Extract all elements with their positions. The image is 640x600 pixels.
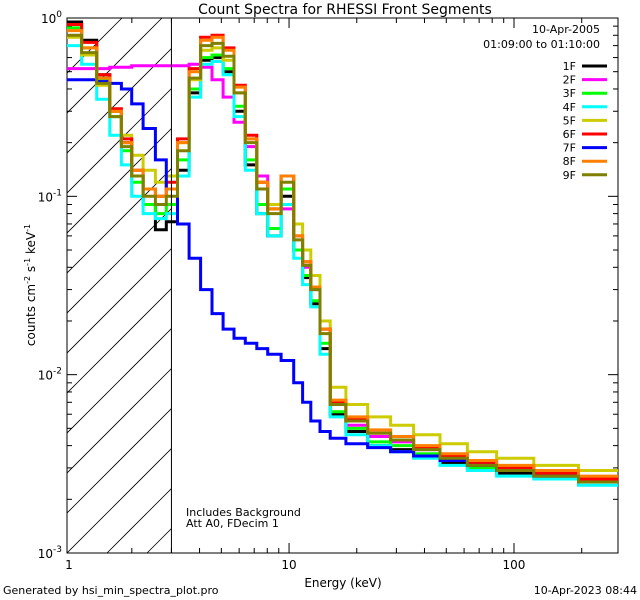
legend-label: 2F <box>563 74 576 87</box>
legend-label: 3F <box>563 87 576 100</box>
y-axis-title: counts cm-2 s-1 keV-1 <box>23 224 38 346</box>
legend-label: 9F <box>563 169 576 182</box>
y-tick-exponent: -1 <box>53 188 62 198</box>
x-tick-label: 1 <box>65 558 73 572</box>
series-group <box>67 20 618 487</box>
y-axis-title-exp3: -1 <box>23 224 32 232</box>
series-line-4f <box>67 44 618 487</box>
series-line-9f <box>67 33 618 484</box>
axis-ticks <box>67 17 618 554</box>
time-range-label: 01:09:00 to 01:10:00 <box>483 38 600 51</box>
y-axis-title-exp1: -2 <box>23 276 32 284</box>
legend-label: 8F <box>563 155 576 168</box>
series-line-7f <box>67 78 618 484</box>
y-tick-label: 10-3 <box>38 545 62 561</box>
legend-label: 1F <box>563 60 576 73</box>
x-axis-title: Energy (keV) <box>304 576 381 590</box>
date-label: 10-Apr-2005 <box>532 23 600 36</box>
x-tick-label: 10 <box>281 558 296 572</box>
hatch-line <box>67 18 203 154</box>
footer-timestamp: 10-Apr-2023 08:44 <box>534 584 637 597</box>
y-tick-base: 10 <box>38 369 53 383</box>
legend-label: 4F <box>563 101 576 114</box>
chart-title: Count Spectra for RHESSI Front Segments <box>198 2 492 18</box>
y-axis-title-mid: s <box>24 266 38 276</box>
hatch-line <box>67 18 163 114</box>
annotation-background: Includes Background <box>186 506 301 519</box>
y-tick-exponent: -2 <box>53 367 62 377</box>
footer-generated-by: Generated by hsi_min_spectra_plot.pro <box>3 584 219 597</box>
y-tick-exponent: 0 <box>56 10 62 20</box>
series-line-8f <box>67 29 618 478</box>
annotation-attenuator: Att A0, FDecim 1 <box>186 517 279 530</box>
legend-label: 6F <box>563 128 576 141</box>
y-tick-exponent: -3 <box>53 545 62 555</box>
y-axis-title-exp2: -1 <box>23 258 32 266</box>
hatch-line <box>67 18 243 194</box>
y-axis-title-end: keV <box>24 231 38 258</box>
y-tick-base: 10 <box>41 12 56 26</box>
y-tick-base: 10 <box>38 547 53 561</box>
series-line-3f <box>67 26 618 484</box>
y-tick-label: 10-2 <box>38 367 62 383</box>
plot-frame <box>66 17 619 554</box>
y-tick-label: 10-1 <box>38 188 62 204</box>
hatched-region <box>67 18 618 553</box>
y-tick-label: 100 <box>41 10 62 26</box>
legend-label: 7F <box>563 142 576 155</box>
legend-label: 5F <box>563 114 576 127</box>
x-tick-label: 100 <box>503 558 526 572</box>
y-axis-title-main: counts cm <box>24 284 38 346</box>
y-tick-base: 10 <box>38 190 53 204</box>
